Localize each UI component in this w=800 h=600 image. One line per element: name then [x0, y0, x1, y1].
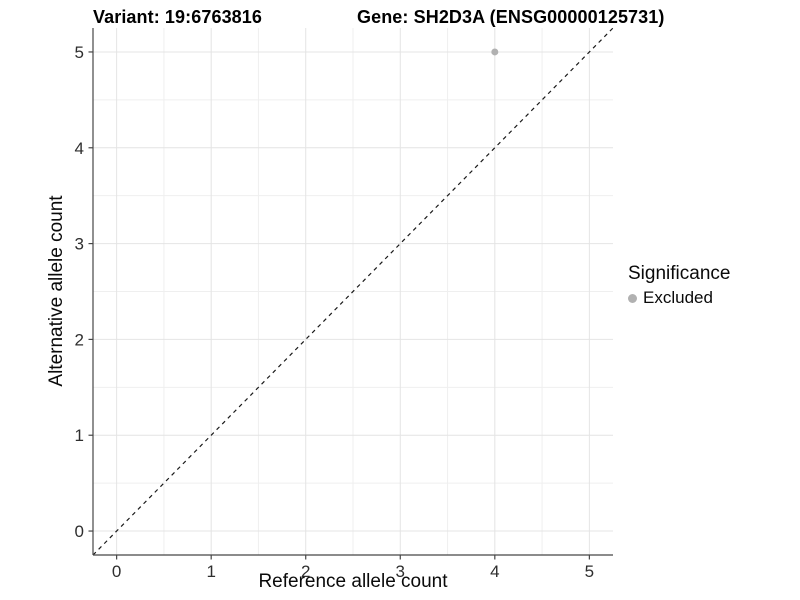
- data-point: [491, 48, 499, 56]
- legend-entry-excluded: Excluded: [628, 288, 730, 308]
- x-tick-label: 3: [396, 562, 405, 581]
- legend-title: Significance: [628, 263, 731, 284]
- y-tick-label: 3: [75, 235, 84, 254]
- identity-dashed-line: [92, 27, 614, 556]
- x-tick-label: 5: [585, 562, 594, 581]
- gene-title: Gene: SH2D3A (ENSG00000125731): [357, 7, 665, 27]
- x-tick-label: 2: [301, 562, 310, 581]
- x-tick-label: 4: [490, 562, 499, 581]
- y-axis-label: Alternative allele count: [46, 195, 67, 387]
- x-tick-label: 1: [206, 562, 215, 581]
- y-tick-label: 5: [75, 43, 84, 62]
- y-tick-label: 0: [75, 522, 84, 541]
- excluded-point-icon: [628, 293, 637, 303]
- y-tick-label: 2: [75, 330, 84, 349]
- legend-entry-label: Excluded: [643, 288, 713, 307]
- variant-title: Variant: 19:6763816: [93, 7, 263, 27]
- x-axis-label: Reference allele count: [258, 571, 448, 592]
- legend: Significance Excluded: [628, 263, 730, 308]
- x-tick-label: 0: [112, 562, 121, 581]
- y-tick-label: 4: [75, 139, 84, 158]
- y-tick-label: 1: [75, 426, 84, 445]
